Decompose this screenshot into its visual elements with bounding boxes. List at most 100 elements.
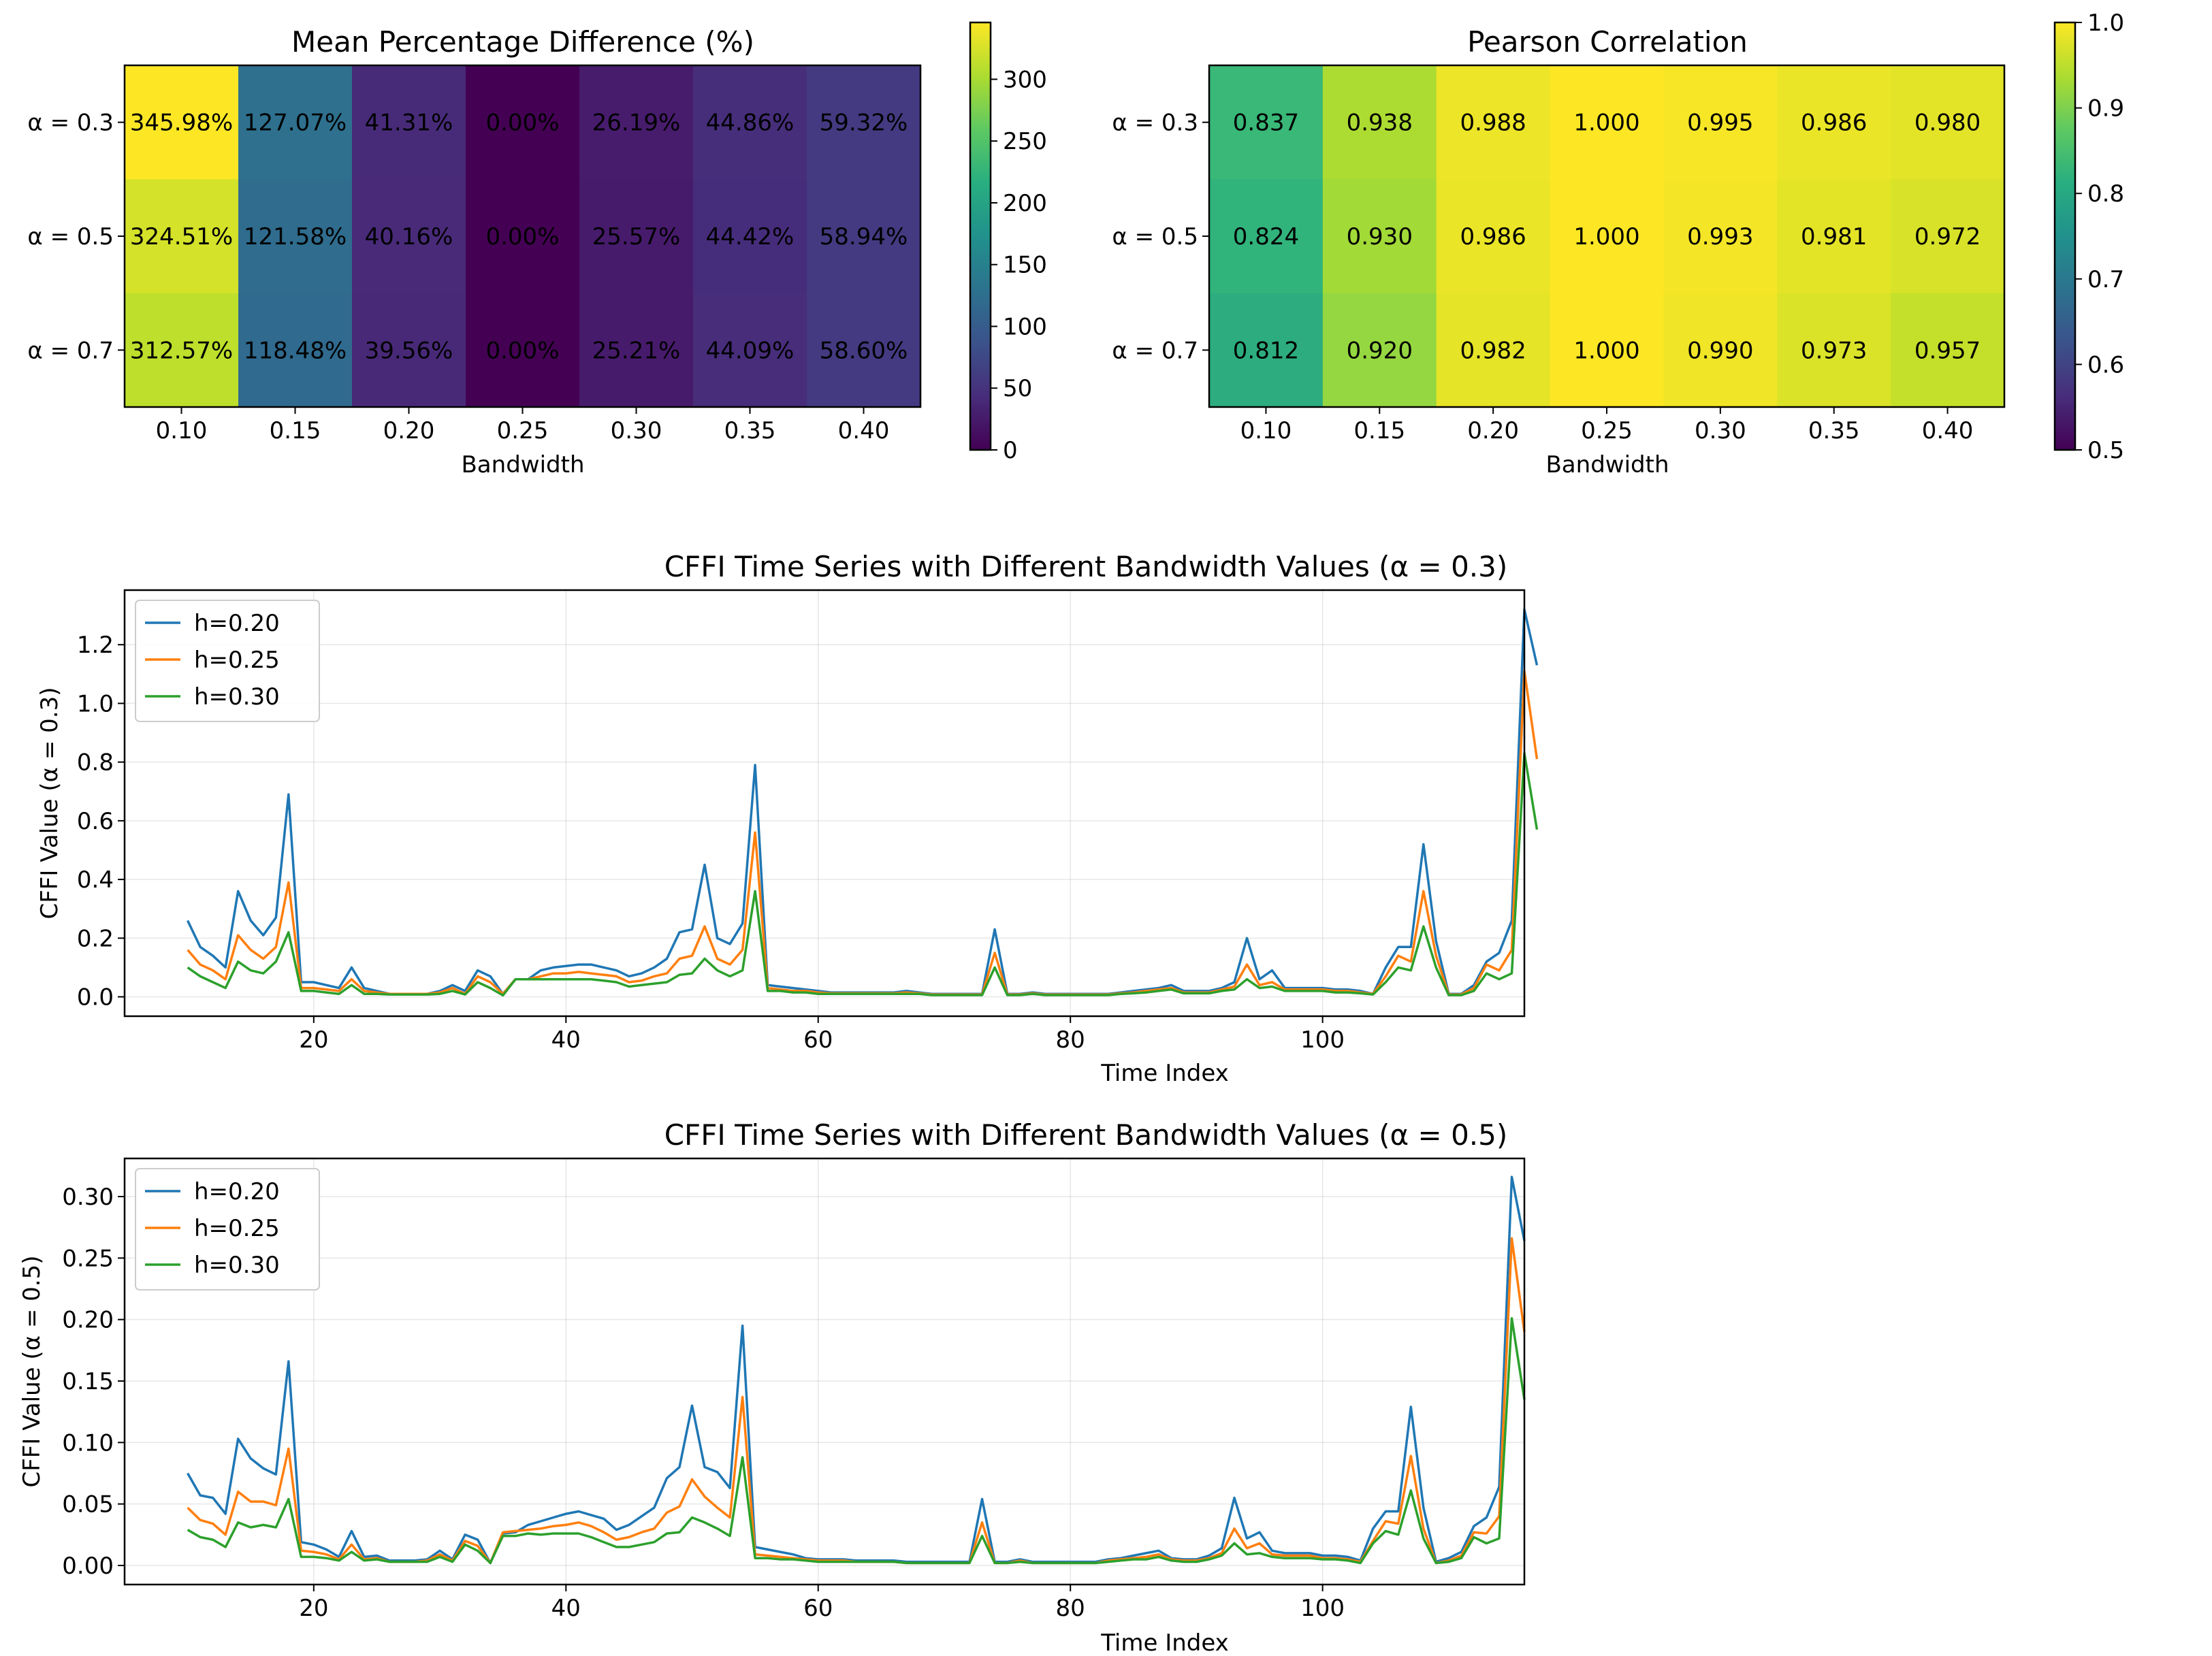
x-tick-labels: 20 40 60 80 100 (299, 1016, 1345, 1054)
cell-value-label: 0.812 (1233, 337, 1299, 364)
legend-entry-label: h=0.25 (194, 647, 280, 674)
series-line (187, 1237, 1526, 1565)
y-tick-labels: α = 0.3 α = 0.5 α = 0.7 (27, 110, 125, 364)
cell-value-label: 44.09% (706, 337, 795, 364)
cell-value-label: 59.32% (820, 110, 908, 137)
colorbar-tick-label: 0.7 (2087, 266, 2124, 293)
heatmap-cell (466, 65, 580, 180)
y-tick-label: 1.2 (77, 632, 114, 659)
cell-value-label: 41.31% (365, 110, 453, 137)
colorbar-tick-labels: 0 50 100 150 200 250 300 (991, 66, 1047, 464)
heatmap-cell (1550, 179, 1665, 294)
y-tick-labels: α = 0.3 α = 0.5 α = 0.7 (1112, 110, 1209, 364)
heatmap-cell (807, 179, 921, 294)
y-tick-label: 0.20 (62, 1307, 114, 1334)
heatmap-cell (1209, 65, 1324, 180)
cell-value-label: 0.973 (1801, 337, 1867, 364)
x-axis-label: Time Index (1100, 1629, 1229, 1656)
series-lines (187, 608, 1539, 997)
cell-value-label: 0.00% (485, 223, 559, 250)
heatmap-mean-percentage-difference: Mean Percentage Difference (%) 345.98% 12… (27, 21, 1047, 478)
heatmap-cells: 0.837 0.938 0.988 1.000 0.995 0.986 0.980 0.824… (1209, 65, 2005, 408)
y-tick-label: 1.0 (77, 690, 114, 717)
heatmap-cell (1777, 65, 1891, 180)
heatmap-cell (1663, 65, 1778, 180)
colorbar-tick-label: 0.9 (2087, 95, 2124, 123)
heatmap-cell (1209, 293, 1324, 408)
cell-value-label: 0.986 (1460, 223, 1526, 250)
colorbar-tick-label: 0.5 (2087, 437, 2124, 464)
cell-value-label: 0.938 (1347, 110, 1413, 137)
cell-value-label: 25.57% (592, 223, 681, 250)
cell-value-label: 0.981 (1801, 223, 1867, 250)
colorbar-gradient (969, 21, 992, 451)
cell-value-label: 58.94% (820, 223, 908, 250)
cell-value-label: 0.00% (485, 110, 559, 137)
cell-value-label: 0.993 (1687, 223, 1753, 250)
x-tick-label: 20 (299, 1026, 328, 1054)
colorbar-tick-label: 200 (1003, 190, 1047, 217)
x-tick-labels: 0.10 0.15 0.20 0.25 0.30 0.35 0.40 (1240, 407, 1974, 444)
legend-box (135, 600, 320, 722)
heatmap-cell (579, 293, 694, 408)
x-tick-label: 100 (1300, 1595, 1345, 1622)
line-chart-alpha-0-5: CFFI Time Series with Different Bandwidt… (18, 1118, 1526, 1656)
heatmap-cell (125, 179, 239, 294)
x-tick-label: 0.35 (1808, 417, 1860, 444)
chart-title: CFFI Time Series with Different Bandwidt… (664, 550, 1508, 583)
colorbar-tick-label: 250 (1003, 128, 1047, 155)
cell-value-label: 0.980 (1914, 110, 1981, 137)
x-tick-label: 0.15 (270, 417, 321, 444)
x-tick-label: 0.35 (724, 417, 776, 444)
colorbar-tick-label: 0 (1003, 437, 1018, 464)
line-chart-alpha-0-3: CFFI Time Series with Different Bandwidt… (36, 550, 1539, 1087)
heatmap-cell (352, 179, 466, 294)
cell-value-label: 58.60% (820, 337, 908, 364)
plot-frame (123, 1157, 1526, 1586)
legend-entry-label: h=0.20 (194, 1178, 280, 1205)
colorbar-tick-label: 50 (1003, 375, 1032, 402)
chart-title: CFFI Time Series with Different Bandwidt… (664, 1118, 1508, 1152)
x-tick-label: 0.40 (1922, 417, 1974, 444)
heatmap-cell (1891, 293, 2005, 408)
y-tick-label: 0.15 (62, 1368, 114, 1395)
heatmap-cell (1209, 179, 1324, 294)
cell-value-label: 40.16% (365, 223, 453, 250)
heatmap-cell (693, 65, 807, 180)
y-tick-label: 0.6 (77, 808, 114, 835)
cell-value-label: 118.48% (244, 337, 347, 364)
colorbar: 0 50 100 150 200 250 300 (969, 21, 1047, 464)
cell-value-label: 0.986 (1801, 110, 1867, 137)
heatmap-cell (352, 65, 466, 180)
heatmap-cell (1777, 179, 1891, 294)
cell-value-label: 0.982 (1460, 337, 1526, 364)
colorbar-tick-label: 0.8 (2087, 180, 2124, 208)
y-tick-label: 0.2 (77, 925, 114, 952)
cell-value-label: 0.920 (1347, 337, 1413, 364)
cell-value-label: 26.19% (592, 110, 681, 137)
cell-value-label: 39.56% (365, 337, 453, 364)
y-tick-label: 0.0 (77, 984, 114, 1011)
heatmap-cell (807, 65, 921, 180)
y-axis-label: CFFI Value (α = 0.3) (36, 687, 63, 920)
y-tick-label: α = 0.3 (27, 110, 114, 137)
heatmap-cell (1663, 293, 1778, 408)
x-tick-label: 0.20 (1467, 417, 1519, 444)
heatmap-cell (238, 293, 353, 408)
cell-value-label: 127.07% (244, 110, 347, 137)
heatmap-cell (1322, 179, 1437, 294)
x-tick-label: 0.30 (611, 417, 662, 444)
y-tick-labels: 0.00 0.05 0.10 0.15 0.20 0.25 0.30 (62, 1184, 125, 1580)
heatmap-cell (1891, 65, 2005, 180)
y-tick-label: 0.30 (62, 1184, 114, 1211)
plot-frame (123, 589, 1526, 1018)
y-tick-label: α = 0.5 (27, 223, 114, 250)
heatmap-cell (1550, 293, 1665, 408)
cell-value-label: 0.957 (1914, 337, 1981, 364)
cell-value-label: 0.988 (1460, 110, 1526, 137)
heatmap-title: Pearson Correlation (1467, 25, 1748, 59)
series-lines (187, 1175, 1526, 1565)
x-axis-label: Time Index (1100, 1060, 1229, 1087)
series-line (187, 751, 1539, 997)
colorbar-tick-label: 0.6 (2087, 351, 2124, 378)
